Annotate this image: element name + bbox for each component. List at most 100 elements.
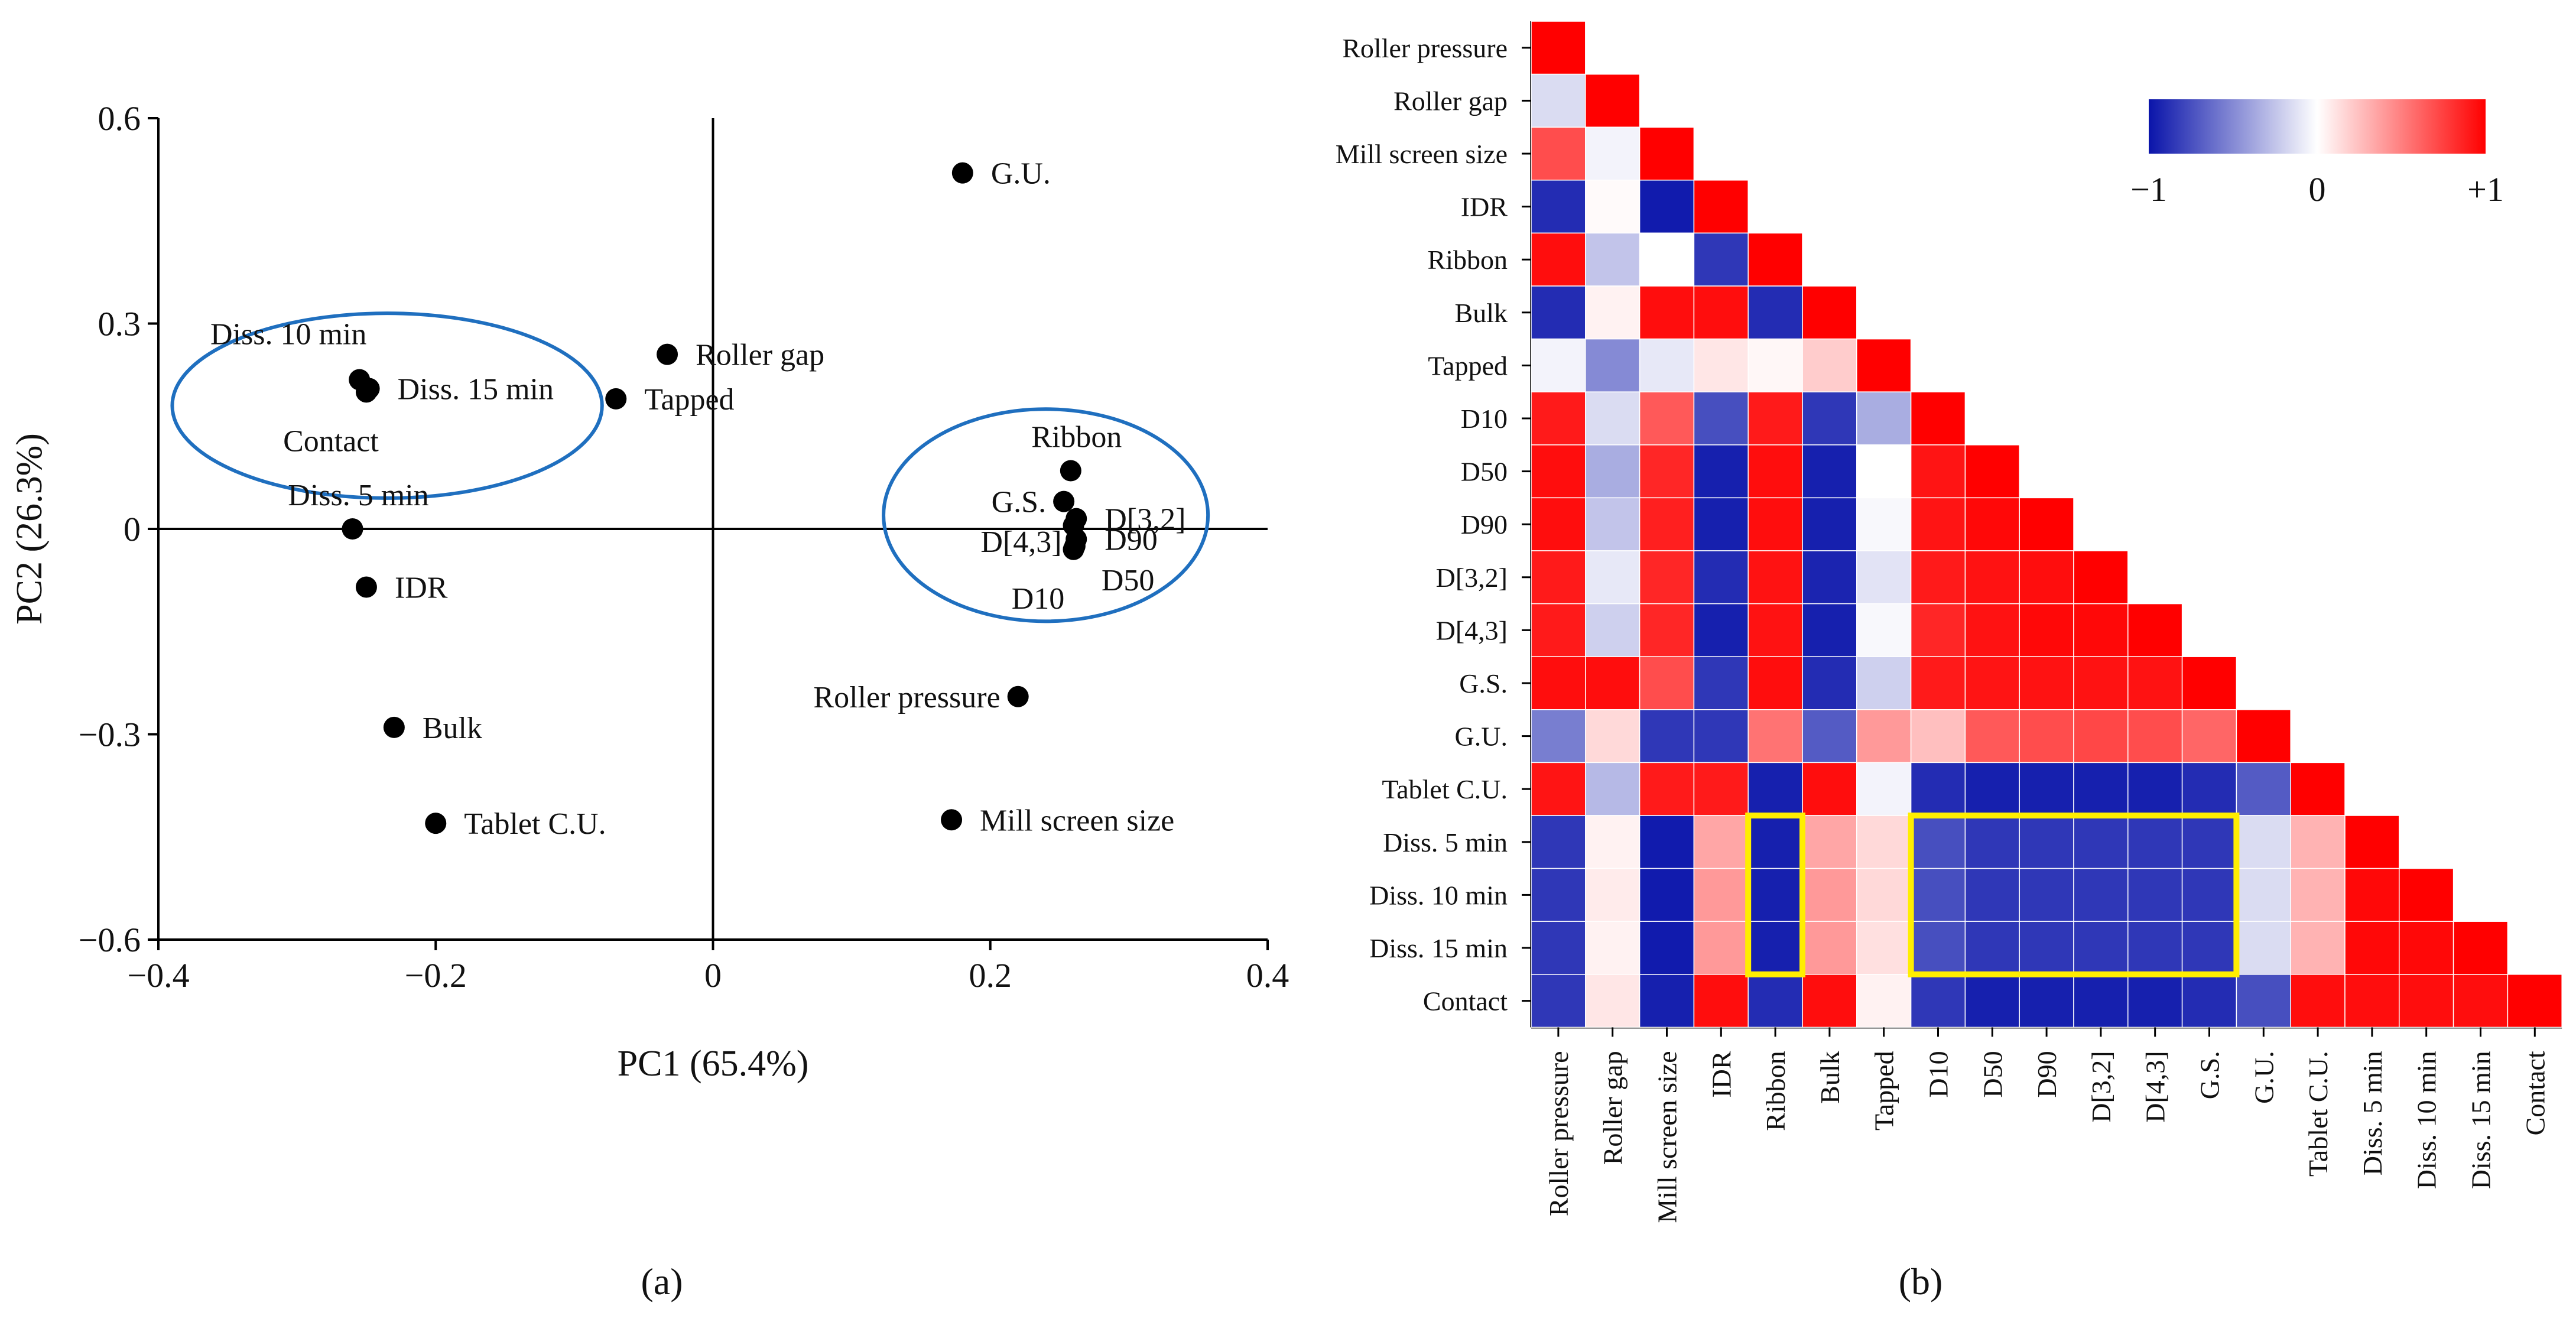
col-label-d50: D50 (1977, 1051, 2007, 1097)
cell-diss-15-min-g-s (2181, 921, 2237, 975)
cell-d-3-2-roller-gap (1585, 550, 1641, 605)
cell-roller-gap-roller-pressure (1531, 73, 1586, 128)
cell-d90-roller-gap (1585, 497, 1641, 551)
cell-d-4-3-d50 (1964, 603, 2020, 657)
col-label-roller-pressure: Roller pressure (1544, 1051, 1574, 1216)
cell-d10-tapped (1856, 391, 1912, 446)
x-tick-label: 0.2 (969, 956, 1012, 995)
point-label-bulk: Bulk (423, 712, 482, 745)
cell-contact-d10 (1910, 974, 1966, 1028)
point-label-d50: D50 (1102, 564, 1155, 597)
y-tick-label: 0.6 (98, 99, 141, 138)
cell-diss-5-min-d90 (2019, 815, 2074, 869)
row-label-roller-gap: Roller gap (1393, 86, 1508, 116)
cell-d-3-2-idr (1693, 550, 1749, 605)
y-tick-label: −0.3 (79, 716, 141, 754)
cell-d10-ribbon (1747, 391, 1803, 446)
cell-diss-15-min-d10 (1910, 921, 1966, 975)
cell-g-s-d-4-3 (2127, 656, 2183, 710)
y-tick-label: 0 (124, 510, 141, 548)
row-label-g-s: G.S. (1459, 668, 1508, 699)
cell-diss-15-min-d-3-2 (2073, 921, 2129, 975)
cell-diss-15-min-d90 (2019, 921, 2074, 975)
col-label-g-s: G.S. (2195, 1051, 2225, 1099)
point-label-diss-5-min: Diss. 5 min (288, 479, 428, 512)
cell-d-3-2-bulk (1802, 550, 1857, 605)
cell-g-u-g-s (2181, 709, 2237, 764)
cell-diss-5-min-idr (1693, 815, 1749, 869)
cell-g-u-d-3-2 (2073, 709, 2129, 764)
point-contact (355, 381, 377, 403)
cell-g-s-d90 (2019, 656, 2074, 710)
cell-g-s-bulk (1802, 656, 1857, 710)
cell-diss-10-min-g-u (2236, 868, 2291, 922)
row-label-mill-screen-size: Mill screen size (1336, 139, 1508, 169)
cell-contact-d-4-3 (2127, 974, 2183, 1028)
cell-diss-15-min-d50 (1964, 921, 2020, 975)
cell-diss-10-min-d-3-2 (2073, 868, 2129, 922)
cell-diss-5-min-roller-pressure (1531, 815, 1586, 869)
cell-diss-15-min-ribbon (1747, 921, 1803, 975)
cell-tapped-roller-gap (1585, 338, 1641, 392)
cell-d90-idr (1693, 497, 1749, 551)
cell-contact-idr (1693, 974, 1749, 1028)
cell-diss-10-min-idr (1693, 868, 1749, 922)
cell-d-3-2-d50 (1964, 550, 2020, 605)
x-tick-label: 0 (704, 956, 722, 995)
cell-d50-ribbon (1747, 444, 1803, 499)
cell-diss-5-min-d-3-2 (2073, 815, 2129, 869)
col-label-ribbon: Ribbon (1760, 1051, 1791, 1130)
row-label-diss-15-min: Diss. 15 min (1369, 933, 1508, 963)
cell-diss-15-min-roller-pressure (1531, 921, 1586, 975)
row-label-d-4-3: D[4,3] (1436, 615, 1508, 645)
cell-tablet-c-u-bulk (1802, 762, 1857, 816)
cell-d-4-3-bulk (1802, 603, 1857, 657)
cell-g-u-ribbon (1747, 709, 1803, 764)
cell-diss-15-min-diss-10-min (2399, 921, 2454, 975)
col-label-contact: Contact (2520, 1051, 2550, 1135)
cell-tapped-tapped (1856, 338, 1912, 392)
col-label-diss-10-min: Diss. 10 min (2412, 1051, 2442, 1189)
point-label-roller-gap: Roller gap (696, 339, 824, 372)
cell-tablet-c-u-d10 (1910, 762, 1966, 816)
cell-diss-10-min-bulk (1802, 868, 1857, 922)
col-label-d90: D90 (2032, 1051, 2062, 1097)
point-label-idr: IDR (395, 571, 448, 605)
row-label-d-3-2: D[3,2] (1436, 563, 1508, 593)
cell-tablet-c-u-ribbon (1747, 762, 1803, 816)
colorbar-tick-label: +1 (2467, 170, 2504, 209)
cell-d50-bulk (1802, 444, 1857, 499)
point-idr (355, 576, 377, 598)
cell-d-4-3-roller-pressure (1531, 603, 1586, 657)
colorbar-tick-label: −1 (2130, 170, 2167, 209)
point-g-u (951, 162, 973, 184)
col-label-g-u: G.U. (2249, 1051, 2279, 1103)
cell-roller-pressure-roller-pressure (1531, 21, 1586, 75)
cell-d10-idr (1693, 391, 1749, 446)
cell-diss-10-min-tablet-c-u (2290, 868, 2346, 922)
point-diss-5-min (342, 518, 363, 540)
col-label-bulk: Bulk (1815, 1051, 1845, 1103)
cell-tapped-mill-screen-size (1639, 338, 1695, 392)
cell-d50-d50 (1964, 444, 2020, 499)
cell-diss-15-min-bulk (1802, 921, 1857, 975)
cell-diss-10-min-diss-5-min (2344, 868, 2400, 922)
col-label-idr: IDR (1706, 1051, 1736, 1098)
point-label-roller-pressure: Roller pressure (813, 681, 1000, 714)
cell-d-3-2-d-3-2 (2073, 550, 2129, 605)
y-axis-label: PC2 (26.3%) (9, 433, 50, 625)
point-label-d90: D90 (1105, 523, 1158, 557)
cell-tablet-c-u-g-s (2181, 762, 2237, 816)
cell-contact-tablet-c-u (2290, 974, 2346, 1028)
cell-idr-roller-gap (1585, 180, 1641, 234)
cell-mill-screen-size-mill-screen-size (1639, 126, 1695, 181)
cell-tapped-roller-pressure (1531, 338, 1586, 392)
cell-diss-15-min-g-u (2236, 921, 2291, 975)
cell-d-3-2-d10 (1910, 550, 1966, 605)
cell-bulk-roller-pressure (1531, 285, 1586, 340)
cell-g-u-g-u (2236, 709, 2291, 764)
col-label-tablet-c-u: Tablet C.U. (2303, 1051, 2333, 1177)
cell-diss-10-min-ribbon (1747, 868, 1803, 922)
cell-mill-screen-size-roller-gap (1585, 126, 1641, 181)
